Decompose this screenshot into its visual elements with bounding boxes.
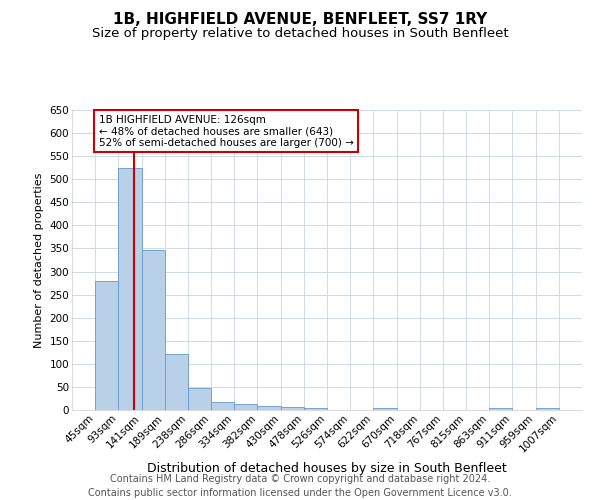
Bar bbox=[536, 408, 559, 410]
Text: 1B HIGHFIELD AVENUE: 126sqm
← 48% of detached houses are smaller (643)
52% of se: 1B HIGHFIELD AVENUE: 126sqm ← 48% of det… bbox=[98, 114, 353, 148]
Bar bbox=[118, 168, 142, 410]
Bar bbox=[165, 354, 188, 410]
Bar bbox=[257, 406, 281, 410]
Bar bbox=[95, 281, 118, 410]
Bar bbox=[373, 408, 397, 410]
Text: 1B, HIGHFIELD AVENUE, BENFLEET, SS7 1RY: 1B, HIGHFIELD AVENUE, BENFLEET, SS7 1RY bbox=[113, 12, 487, 28]
Bar bbox=[211, 402, 234, 410]
Bar bbox=[188, 388, 211, 410]
Bar bbox=[234, 404, 257, 410]
Y-axis label: Number of detached properties: Number of detached properties bbox=[34, 172, 44, 348]
Bar bbox=[489, 408, 512, 410]
Bar bbox=[281, 407, 304, 410]
Bar bbox=[304, 408, 327, 410]
Text: Contains HM Land Registry data © Crown copyright and database right 2024.
Contai: Contains HM Land Registry data © Crown c… bbox=[88, 474, 512, 498]
Text: Size of property relative to detached houses in South Benfleet: Size of property relative to detached ho… bbox=[92, 28, 508, 40]
Bar bbox=[142, 250, 165, 410]
X-axis label: Distribution of detached houses by size in South Benfleet: Distribution of detached houses by size … bbox=[147, 462, 507, 475]
